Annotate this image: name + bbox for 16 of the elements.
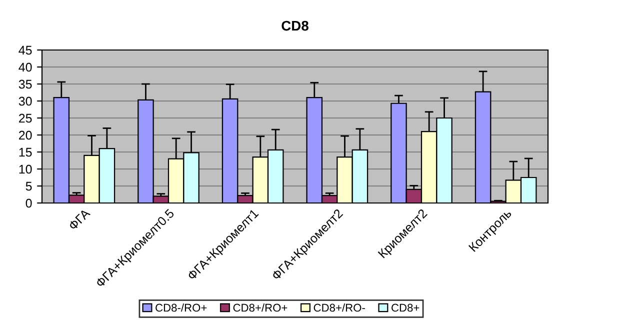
legend-label: CD8+/RO- [314,303,365,312]
y-tick-label: 30 [18,96,32,106]
y-tick-label: 40 [18,62,32,72]
y-tick-label: 10 [19,164,32,174]
y-tick-label: 15 [19,148,32,157]
chart-title: CD8 [282,20,308,31]
y-tick-label: 35 [18,80,32,89]
y-tick-label: 5 [26,182,32,191]
y-tick-label: 0 [26,198,32,208]
x-tick-label: ФГА [68,208,91,231]
legend-label: CD8+ [392,304,420,312]
y-tick-label: 20 [19,130,32,140]
legend-label: CD8+/RO+ [233,303,288,312]
y-tick-label: 25 [19,114,32,123]
legend-label: CD8-/RO+ [156,303,207,312]
y-tick-label: 45 [18,46,32,55]
